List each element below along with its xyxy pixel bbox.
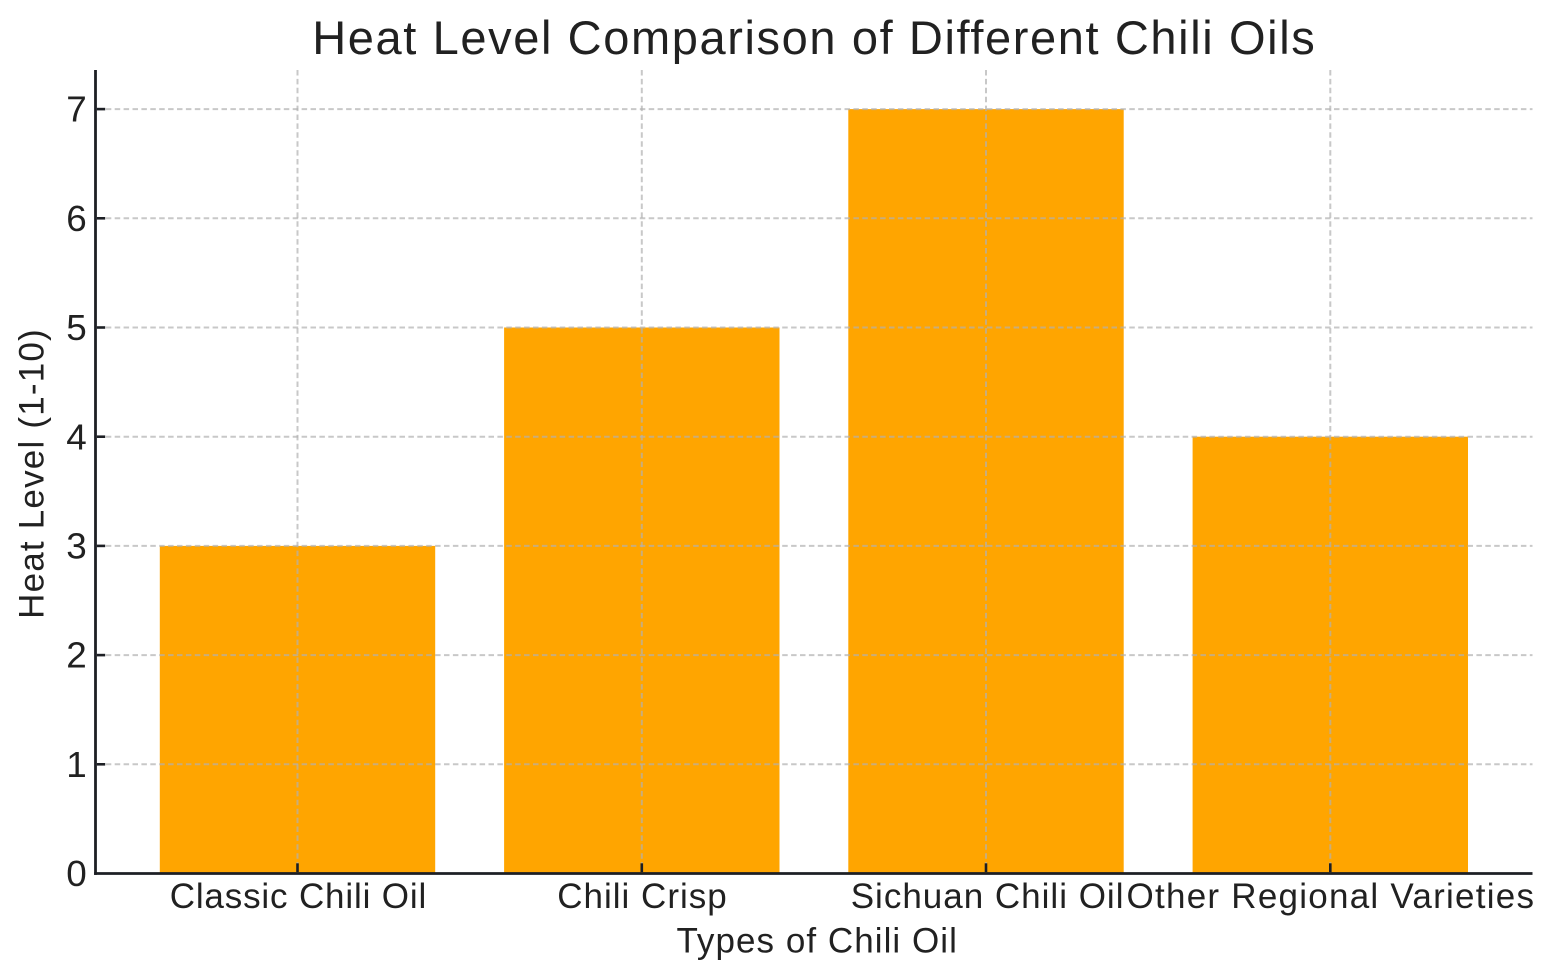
svg-text:Classic Chili Oil: Classic Chili Oil (170, 877, 427, 916)
svg-text:7: 7 (66, 89, 87, 130)
svg-text:0: 0 (66, 853, 87, 894)
svg-text:3: 3 (66, 526, 87, 567)
svg-text:Sichuan Chili Oil: Sichuan Chili Oil (851, 877, 1125, 916)
svg-text:Heat Level (1-10): Heat Level (1-10) (12, 328, 51, 619)
svg-text:5: 5 (66, 307, 87, 348)
svg-text:1: 1 (66, 744, 87, 785)
svg-text:4: 4 (66, 416, 87, 457)
svg-text:2: 2 (66, 635, 87, 676)
svg-text:6: 6 (66, 198, 87, 239)
svg-text:Other Regional Varieties: Other Regional Varieties (1127, 877, 1536, 916)
svg-text:Heat Level Comparison of Diffe: Heat Level Comparison of Different Chili… (312, 11, 1316, 64)
svg-text:Types of Chili Oil: Types of Chili Oil (676, 921, 958, 960)
svg-text:Chili Crisp: Chili Crisp (557, 877, 727, 916)
